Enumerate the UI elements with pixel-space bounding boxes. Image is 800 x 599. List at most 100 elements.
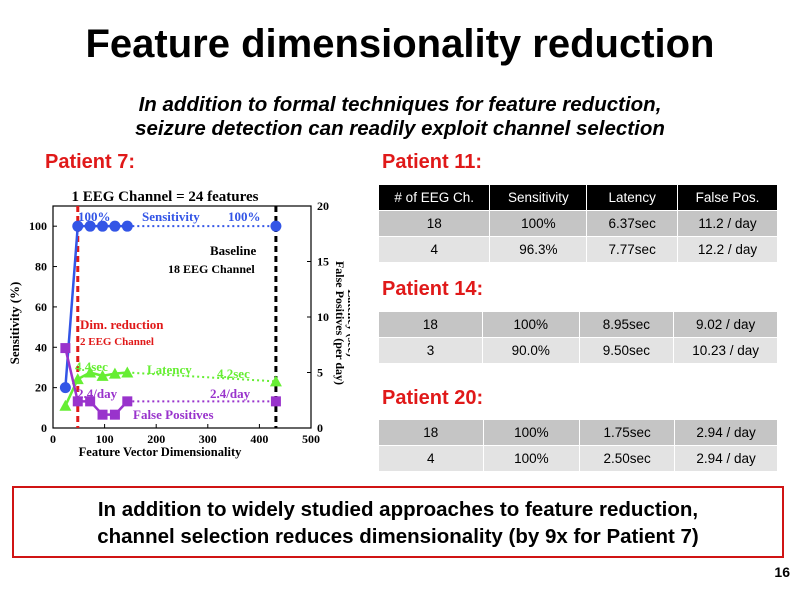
- patient-14-table-row: 3 90.0% 9.50sec 10.23 / day: [378, 337, 778, 364]
- patient-11-table-cell: 11.2 / day: [676, 210, 779, 237]
- sensitivity-point: [270, 220, 282, 232]
- patient-11-table-row: 4 96.3% 7.77sec 12.2 / day: [377, 236, 779, 263]
- x-axis-label: Feature Vector Dimensionality: [79, 445, 242, 459]
- patient-20-table-cell: 4: [378, 445, 484, 472]
- y-tick-label: 40: [35, 340, 47, 354]
- x-tick-label: 400: [250, 432, 268, 446]
- false-positives-point: [109, 409, 120, 420]
- y-tick-label: 0: [41, 421, 47, 435]
- y-tick-label: 100: [29, 219, 47, 233]
- annot-fp-left: 2.4/day: [77, 386, 118, 401]
- y2-tick-label: 15: [317, 255, 329, 269]
- patient-14-table-cell: 3: [378, 337, 483, 364]
- patient-20-table-cell: 100%: [482, 445, 581, 472]
- y2-tick-label: 5: [317, 366, 323, 380]
- subtitle-line-2: seizure detection can readily exploit ch…: [135, 117, 665, 140]
- patient-14-table-cell: 9.02 / day: [673, 311, 778, 338]
- patient-20-table-cell: 18: [378, 419, 484, 446]
- patient-11-table-cell: 6.37sec: [586, 210, 678, 237]
- annot-lat-left: 4.4sec: [75, 359, 108, 374]
- y2-axis-label-1: Latency (sec): [345, 289, 350, 357]
- page-number: 16: [774, 564, 790, 580]
- x-tick-label: 200: [147, 432, 165, 446]
- slide-title: Feature dimensionality reduction: [85, 22, 715, 66]
- patient-14-table-cell: 100%: [481, 311, 580, 338]
- patient-14-label: Patient 14:: [382, 278, 484, 300]
- chart-title: 1 EEG Channel = 24 features: [71, 189, 258, 205]
- annot-dimred-1: Dim. reduction: [80, 317, 164, 332]
- chart-vlines: [76, 206, 278, 428]
- patient-14-table-cell: 18: [378, 311, 483, 338]
- y-axis-label: Sensitivity (%): [7, 282, 22, 365]
- patient-20-table-cell: 2.94 / day: [674, 445, 778, 472]
- patient-11-table-cell: 7.77sec: [586, 236, 678, 263]
- latency-point: [96, 369, 109, 381]
- patient-14-table-row: 18 100% 8.95sec 9.02 / day: [378, 311, 778, 338]
- conclusion-box: In addition to widely studied approaches…: [12, 486, 784, 558]
- latency-point: [269, 375, 282, 387]
- x-tick-label: 300: [199, 432, 217, 446]
- conclusion-line-2: channel selection reduces dimensionality…: [97, 525, 699, 548]
- patient-11-table-header-cell: Sensitivity: [489, 184, 588, 211]
- annot-dimred-2: 2 EEG Channel: [80, 336, 154, 348]
- y2-tick-label: 10: [317, 310, 329, 324]
- patient-20-table-cell: 1.75sec: [579, 419, 676, 446]
- patient-20-table-row: 18 100% 1.75sec 2.94 / day: [378, 419, 778, 446]
- sensitivity-point: [72, 220, 84, 232]
- y-tick-label: 20: [35, 381, 47, 395]
- y-tick-label: 80: [35, 260, 47, 274]
- latency-point: [121, 366, 134, 378]
- false-positives-point: [60, 343, 71, 354]
- patient-11-table-row: 18 100% 6.37sec 11.2 / day: [377, 210, 779, 237]
- patient-14-table: 18 100% 8.95sec 9.02 / day 3 90.0% 9.50sec 10.2…: [378, 311, 778, 364]
- annot-sens-name: Sensitivity: [142, 209, 200, 224]
- false-positives-point: [72, 396, 83, 407]
- sensitivity-point: [84, 220, 96, 232]
- patient-14-table-cell: 90.0%: [481, 337, 580, 364]
- annot-baseline-1: Baseline: [210, 243, 256, 258]
- false-positives-point: [270, 396, 281, 407]
- annot-fp-right: 2.4/day: [210, 386, 251, 401]
- false-positives-point: [85, 396, 96, 407]
- false-positives-point: [122, 396, 133, 407]
- latency-point: [108, 367, 121, 379]
- subtitle-line-1: In addition to formal techniques for fea…: [138, 93, 662, 116]
- patient-11-table-header-row: # of EEG Ch. Sensitivity Latency False Pos.: [377, 184, 779, 211]
- patient-11-table-cell: 4: [377, 236, 491, 263]
- annot-fp-name: False Positives: [133, 407, 214, 422]
- patient-11-table-header-cell: # of EEG Ch.: [377, 184, 491, 211]
- y2-axis-label-2: False Positives (per day): [333, 261, 347, 385]
- sensitivity-point: [109, 220, 121, 232]
- latency-point: [59, 399, 72, 411]
- annot-lat-name: Latency: [147, 362, 192, 377]
- y2-tick-label: 0: [317, 421, 323, 435]
- patient-14-table-cell: 9.50sec: [578, 337, 675, 364]
- patient-11-table-cell: 18: [377, 210, 491, 237]
- annot-lat-right: 4.2sec: [217, 366, 250, 381]
- patient-11-table-cell: 12.2 / day: [676, 236, 779, 263]
- latency-point: [71, 373, 84, 385]
- x-tick-label: 500: [302, 432, 320, 446]
- patient-20-table-cell: 2.94 / day: [674, 419, 778, 446]
- y-tick-label: 60: [35, 300, 47, 314]
- chart-series: [59, 220, 282, 420]
- x-tick-label: 0: [50, 432, 56, 446]
- patient-20-table-cell: 2.50sec: [579, 445, 676, 472]
- latency-point: [84, 366, 97, 378]
- patient-11-table-cell: 100%: [489, 210, 588, 237]
- x-tick-label: 100: [96, 432, 114, 446]
- annot-baseline-2: 18 EEG Channel: [168, 262, 255, 276]
- patient-20-label: Patient 20:: [382, 387, 484, 409]
- patient-20-table-row: 4 100% 2.50sec 2.94 / day: [378, 445, 778, 472]
- patient-11-label: Patient 11:: [382, 151, 483, 173]
- patient-14-table-cell: 8.95sec: [578, 311, 675, 338]
- patient-11-table-cell: 96.3%: [489, 236, 588, 263]
- patient-11-table-header-cell: Latency: [586, 184, 678, 211]
- patient-7-label: Patient 7:: [45, 151, 136, 173]
- patient-14-table-cell: 10.23 / day: [673, 337, 778, 364]
- conclusion-line-1: In addition to widely studied approaches…: [97, 498, 699, 521]
- y2-tick-label: 20: [317, 199, 329, 213]
- sensitivity-point: [97, 220, 109, 232]
- annot-sens-right: 100%: [228, 209, 261, 224]
